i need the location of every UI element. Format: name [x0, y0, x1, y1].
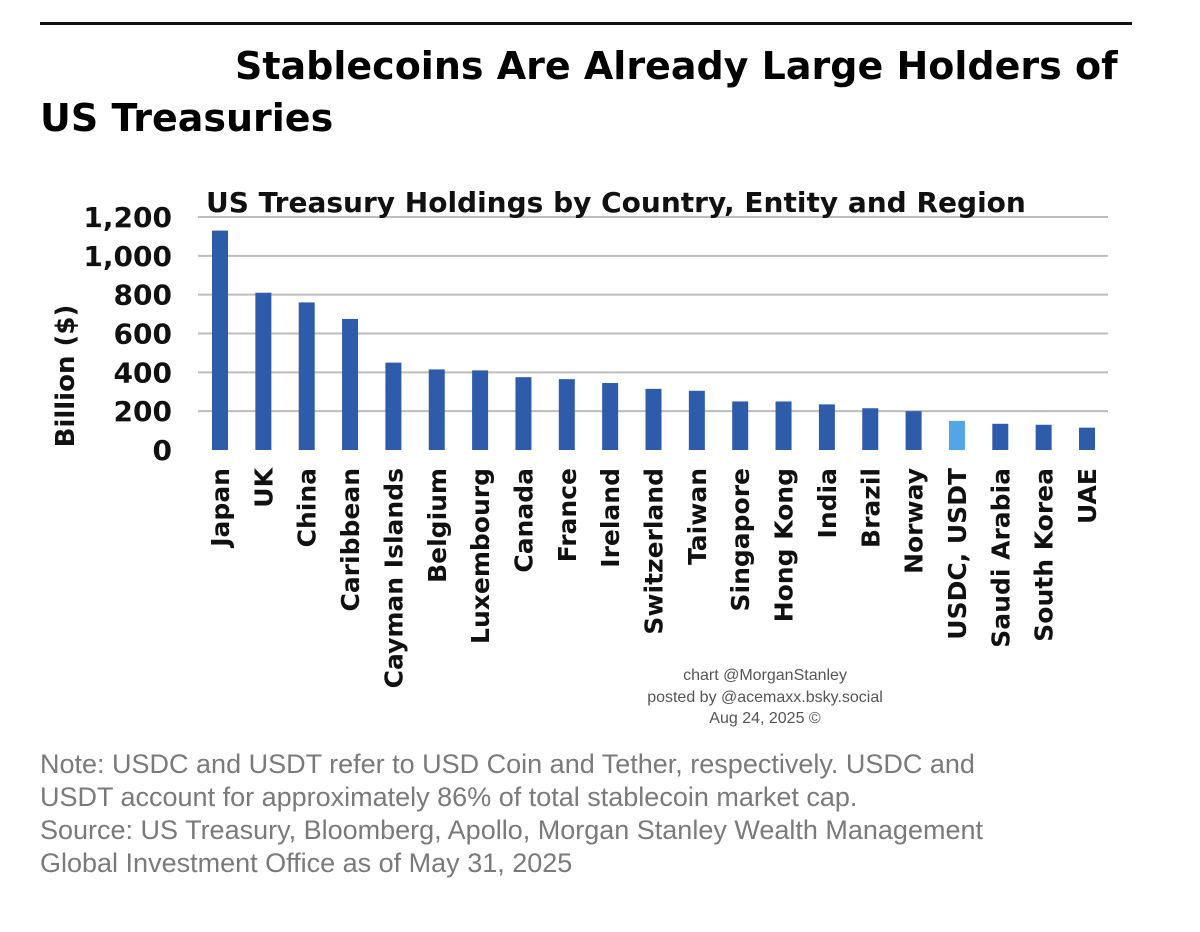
bar	[428, 369, 445, 450]
bar	[818, 404, 835, 450]
y-axis-label: Billion ($)	[51, 305, 81, 448]
bar	[602, 383, 619, 450]
x-tick-label: Norway	[900, 468, 929, 574]
main-title: Stablecoins Are Already Large Holders of…	[40, 44, 1118, 140]
bar	[645, 388, 662, 450]
x-tick-label: Canada	[509, 468, 538, 573]
bar	[212, 230, 228, 450]
bar	[862, 408, 879, 450]
bar	[515, 377, 532, 450]
y-axis-ticks: 0 200 400 600 800 1,000 1,200	[83, 201, 172, 467]
y-tick-label: 400	[114, 356, 172, 389]
x-tick-label: South Korea	[1030, 468, 1059, 642]
bar	[948, 420, 965, 450]
source-line: Global Investment Office as of May 31, 2…	[40, 848, 573, 878]
bar	[992, 423, 1009, 450]
bar	[298, 302, 315, 450]
bar	[385, 362, 402, 450]
bar	[688, 390, 705, 450]
bar	[255, 292, 272, 450]
note-line: Note: USDC and USDT refer to USD Coin an…	[40, 749, 975, 779]
x-tick-label: India	[813, 468, 842, 538]
x-tick-label: France	[553, 468, 582, 562]
x-tick-label: Caribbean	[336, 468, 365, 612]
x-tick-label: UK	[249, 466, 278, 507]
y-tick-label: 1,200	[83, 201, 172, 234]
x-tick-label: Brazil	[856, 468, 885, 548]
source-line: Source: US Treasury, Bloomberg, Apollo, …	[40, 815, 983, 845]
credit-date: Aug 24, 2025 ©	[709, 710, 821, 727]
bar	[472, 370, 489, 450]
credit-poster: posted by @acemaxx.bsky.social	[647, 689, 883, 706]
bar-chart: 0 200 400 600 800 1,000 1,200 Japan UK China Cari…	[51, 186, 1108, 688]
y-tick-label: 0	[153, 434, 172, 467]
bar	[342, 318, 359, 450]
x-tick-label: Hong Kong	[770, 468, 799, 622]
x-tick-label: Cayman Islands	[379, 468, 408, 688]
bar	[905, 411, 922, 450]
y-tick-label: 600	[114, 318, 172, 351]
bars	[212, 230, 1095, 450]
credit-source: chart @MorganStanley	[683, 667, 847, 684]
grid-lines	[198, 216, 1108, 413]
footnote: Note: USDC and USDT refer to USD Coin an…	[40, 748, 1180, 880]
bar	[732, 401, 749, 450]
bar	[775, 401, 792, 450]
x-axis-ticks: Japan UK China Caribbean Cayman Islands Belgi…	[206, 466, 1102, 688]
top-rule	[40, 22, 1132, 25]
x-tick-label: USDC, USDT	[943, 468, 972, 640]
y-tick-label: 800	[114, 279, 172, 312]
x-tick-label: Saudi Arabia	[986, 468, 1015, 648]
bar	[1079, 427, 1095, 450]
x-tick-label: Belgium	[423, 468, 452, 583]
bar	[558, 379, 575, 450]
y-tick-label: 200	[114, 395, 172, 428]
x-tick-label: Japan	[206, 468, 235, 549]
chart-title: US Treasury Holdings by Country, Entity …	[206, 186, 1026, 219]
x-tick-label: Taiwan	[683, 468, 712, 565]
x-tick-label: Switzerland	[640, 468, 669, 635]
y-tick-label: 1,000	[83, 240, 172, 273]
x-tick-label: China	[293, 468, 322, 547]
x-tick-label: UAE	[1073, 468, 1102, 524]
x-tick-label: Luxembourg	[466, 468, 495, 644]
x-tick-label: Ireland	[596, 468, 625, 568]
note-line: USDT account for approximately 86% of to…	[40, 782, 858, 812]
x-tick-label: Singapore	[726, 468, 755, 612]
bar	[1035, 424, 1052, 450]
